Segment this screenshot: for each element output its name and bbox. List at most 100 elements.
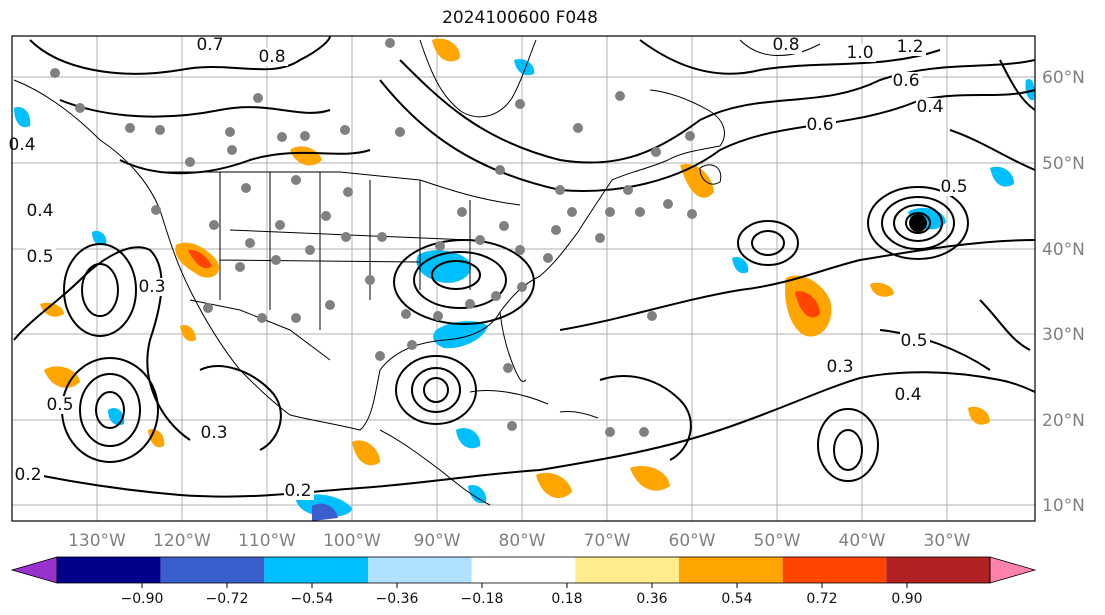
hispaniola [559, 411, 599, 419]
border-us-can [160, 171, 521, 206]
contour-low-gulf-1 [423, 377, 449, 403]
contour-label: 0.4 [26, 201, 53, 221]
coast-florida [499, 311, 527, 383]
contour-labels: 0.2 0.2 0.4 0.4 0.5 0.5 0.3 0.3 0.6 0.6 0.7 0.8 0.8 1… [8, 35, 970, 501]
contour-low-atlantic-3 [881, 196, 955, 250]
colorbar-tick-label: 0.18 [551, 591, 582, 607]
contour-label-bg [26, 248, 56, 266]
contour-label: 0.2 [14, 465, 41, 485]
contour-low-midatl-1 [751, 230, 785, 256]
shade-cyan-7 [14, 106, 31, 128]
shade-orange-8 [352, 440, 380, 466]
contour-low-ohio-3 [393, 239, 535, 325]
contour-label: 0.4 [894, 385, 921, 405]
contour-ca-2 [599, 375, 692, 461]
colorbar-extend-high [989, 556, 1037, 584]
contour-label-bg [26, 202, 56, 220]
shade-orange-5 [44, 366, 80, 388]
shade-red-2 [795, 291, 820, 318]
shade-red-1 [188, 249, 212, 269]
coast-canada-east [649, 89, 725, 161]
contour-label: 0.4 [8, 135, 35, 155]
lat-label: 60°N [1042, 68, 1085, 88]
shade-cyan-4 [456, 427, 481, 449]
lon-label: 30°W [924, 531, 971, 551]
lat-label: 30°N [1042, 325, 1085, 345]
contour-label-bg [200, 424, 230, 442]
contour-label-bg [14, 466, 44, 484]
contour-label: 0.5 [940, 177, 967, 197]
lon-label: 100°W [323, 531, 381, 551]
lon-label: 80°W [499, 531, 546, 551]
contour-label: 0.8 [772, 35, 799, 55]
contour-label-bg [846, 44, 876, 62]
contour-label: 0.7 [196, 35, 223, 55]
lon-label: 110°W [238, 531, 296, 551]
contour-band-north-2 [379, 79, 1036, 192]
contour-low-atlantic-4 [867, 186, 969, 260]
lon-label: 90°W [414, 531, 461, 551]
contour-low-south-1 [833, 429, 863, 471]
contour-ca-1 [199, 365, 282, 451]
newfoundland [699, 164, 722, 185]
colorbar-bin [782, 557, 887, 583]
contour-low-gulf-2 [411, 367, 461, 413]
colorbar-extend-low [10, 556, 58, 584]
lon-label: 70°W [584, 531, 631, 551]
colorbar-bin [471, 557, 576, 583]
lat-label: 40°N [1042, 240, 1085, 260]
contour-label-bg [894, 386, 924, 404]
contour-label: 1.2 [896, 37, 923, 57]
colorbar-tick-label: −0.72 [206, 591, 249, 607]
latitude-labels: 60°N 50°N 40°N 30°N 20°N 10°N [1042, 68, 1085, 516]
shade-blue-3 [312, 503, 338, 521]
contour-low-south-2 [817, 408, 879, 482]
contour-band-north-1 [399, 59, 1036, 164]
contour-east-2 [999, 59, 1036, 111]
shade-cyan-6 [990, 166, 1014, 187]
shade-orange-7 [630, 466, 670, 491]
contour-low-gulf-3 [395, 355, 477, 425]
stations [50, 38, 697, 437]
contour-label: 0.2 [284, 481, 311, 501]
contour-low-ohio-1 [431, 260, 481, 290]
contour-low-atlantic-2 [893, 204, 943, 242]
contour-mid-3 [879, 329, 991, 371]
colorbar-tick-label: 0.90 [891, 591, 922, 607]
colorbar-tick-label: −0.36 [376, 591, 419, 607]
lat-label: 20°N [1042, 411, 1085, 431]
contour-low-midatl-2 [737, 220, 799, 266]
coast-central-am [379, 429, 491, 506]
colorbar-tick-label: −0.18 [461, 591, 504, 607]
contour-label-bg [896, 38, 926, 56]
contour-label-bg [826, 358, 856, 376]
lon-label: 130°W [68, 531, 126, 551]
contour-mid-2 [979, 299, 1031, 351]
contour-label-bg [196, 36, 226, 54]
contour-label-bg [284, 482, 314, 500]
contour-label: 1.0 [846, 43, 873, 63]
colorbar-tick-label: −0.54 [291, 591, 334, 607]
colorbar-tick-label: 0.54 [721, 591, 752, 607]
lon-label: 60°W [669, 531, 716, 551]
contour-label: 0.4 [916, 97, 943, 117]
contour-label: 0.8 [258, 47, 285, 67]
lat-label: 50°N [1042, 154, 1085, 174]
shade-cyan-2 [433, 321, 488, 349]
contour-band-north-3 [639, 39, 941, 75]
shade-orange-9 [870, 282, 894, 297]
colorbar-bin [368, 557, 472, 583]
contour-nw-2 [59, 99, 331, 118]
greenland-south [739, 39, 821, 56]
contour-label-bg [900, 332, 930, 350]
contour-east-1 [949, 129, 1036, 171]
map-frame [11, 35, 1036, 522]
colorbar-bin [679, 557, 783, 583]
contour-low-pacific-1 [95, 391, 125, 429]
contour-label-bg [806, 116, 836, 134]
contour-lines [13, 35, 1036, 498]
shade-orange-3 [290, 146, 322, 166]
shade-orange-11 [968, 406, 990, 425]
shade-orange-6 [536, 472, 572, 499]
